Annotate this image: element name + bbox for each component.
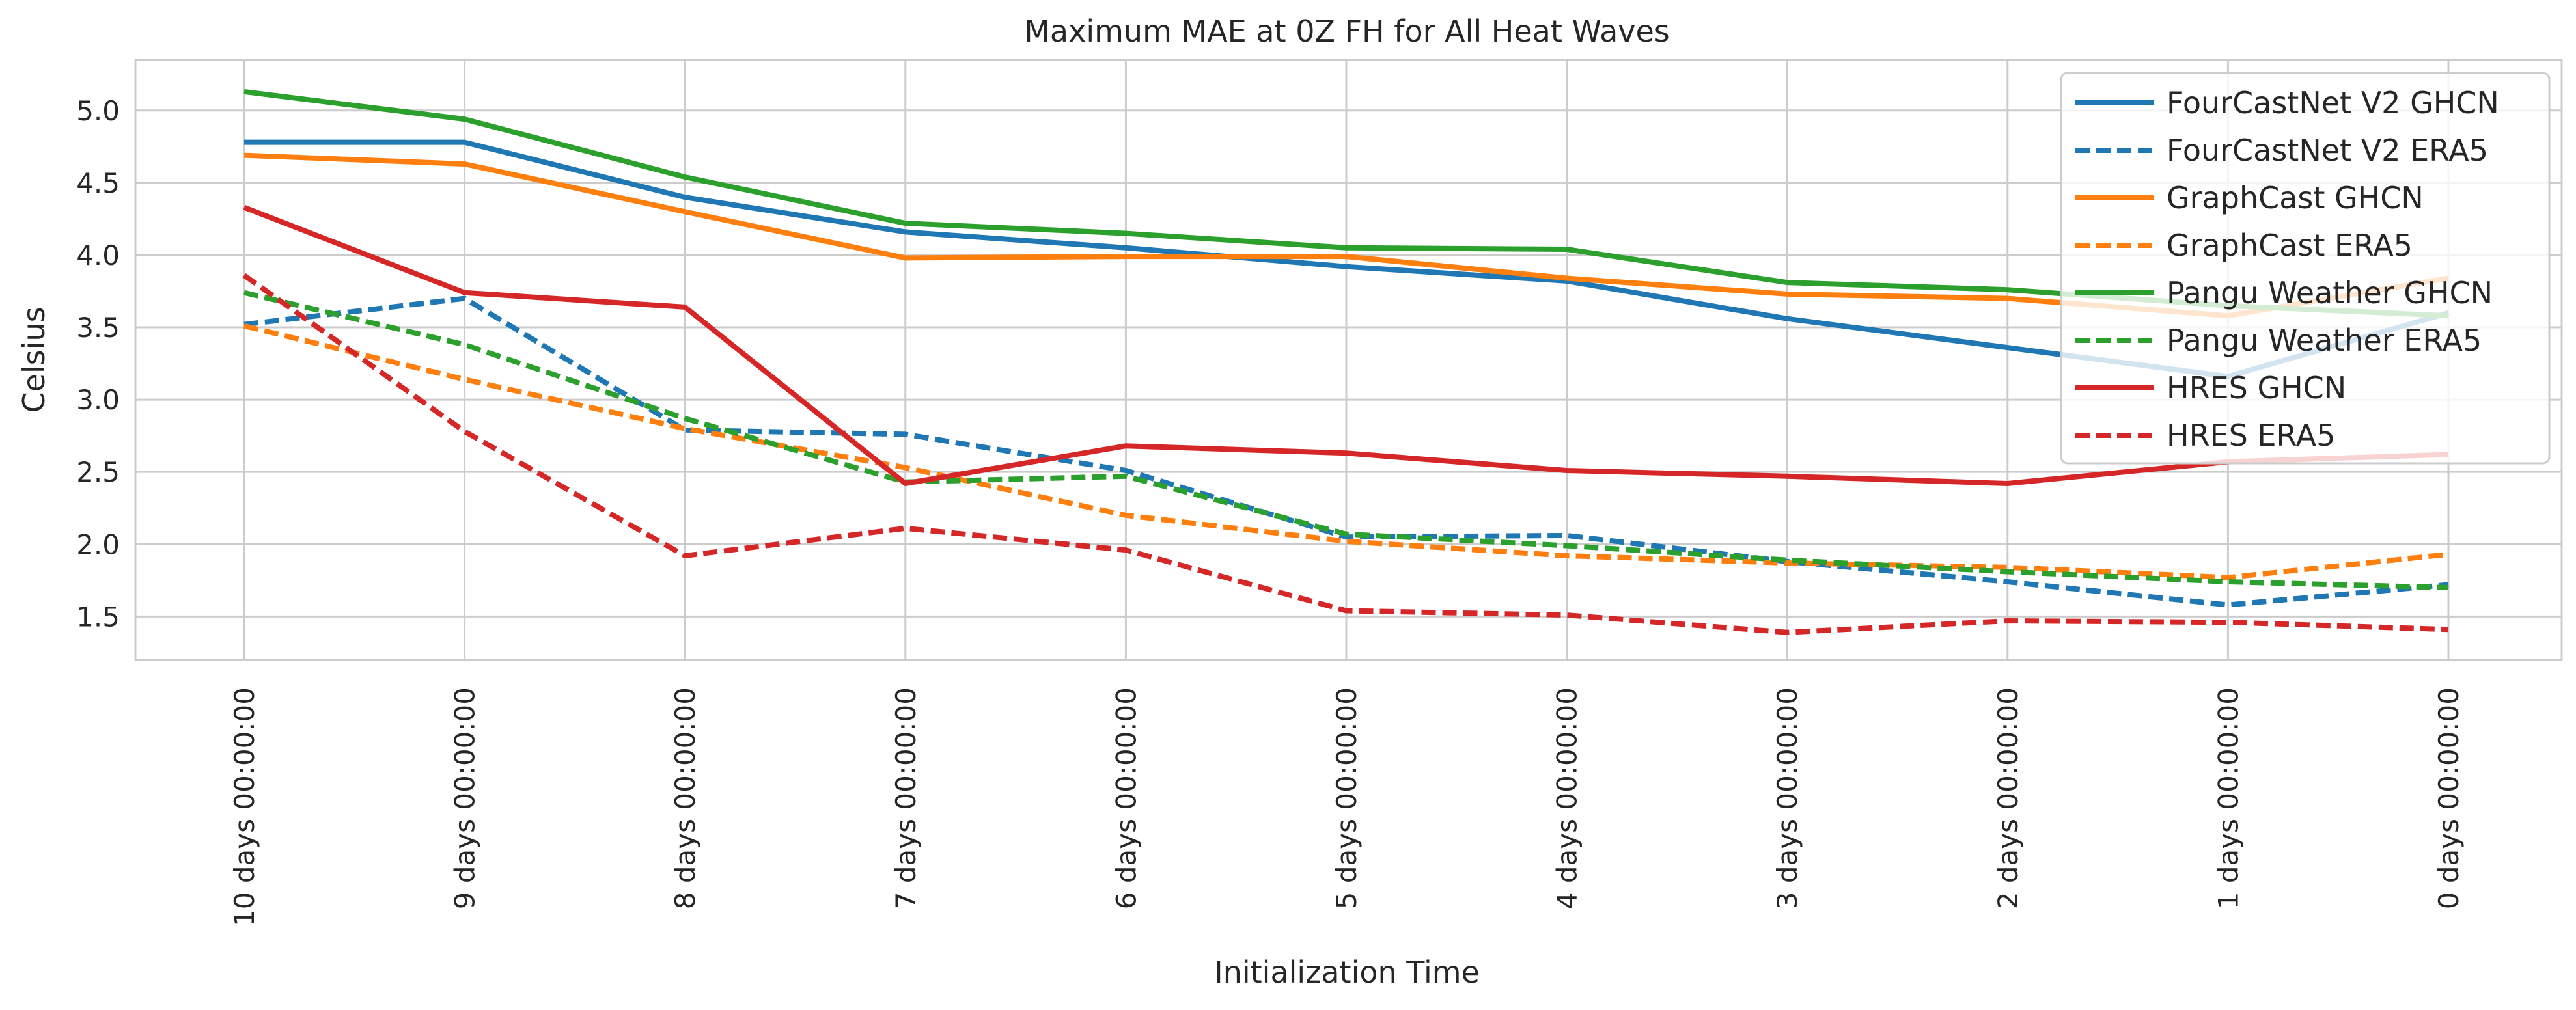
y-tick-label: 3.5 (76, 312, 120, 344)
x-tick-label: 6 days 00:00:00 (1110, 687, 1142, 909)
x-tick-label: 5 days 00:00:00 (1331, 687, 1363, 909)
series-line (242, 273, 2449, 635)
x-tick-labels: 10 days 00:00:00 9 days 00:00:00 8 days 00… (229, 687, 2465, 927)
legend: FourCastNet V2 GHCN FourCastNet V2 ERA5 Gr… (2060, 72, 2551, 465)
y-tick-label: 4.5 (76, 167, 120, 199)
x-tick-label: 1 days 00:00:00 (2212, 687, 2244, 909)
series-line (243, 204, 2449, 486)
chart-title: Maximum MAE at 0Z FH for All Heat Waves (1024, 14, 1670, 49)
y-tick-label: 5.0 (76, 95, 120, 127)
y-tick-label: 2.0 (76, 528, 120, 560)
legend-label: Pangu Weather ERA5 (2167, 323, 2482, 358)
legend-label: GraphCast ERA5 (2167, 228, 2413, 263)
x-tick-label: 8 days 00:00:00 (669, 687, 701, 909)
y-tick-label: 1.5 (76, 601, 120, 633)
legend-label: HRES GHCN (2167, 370, 2346, 405)
y-tick-label: 3.0 (76, 384, 120, 416)
x-tick-label: 4 days 00:00:00 (1551, 687, 1583, 909)
legend-label: GraphCast GHCN (2167, 180, 2424, 215)
legend-label: FourCastNet V2 ERA5 (2167, 133, 2488, 168)
series-line (243, 295, 2449, 608)
x-tick-label: 7 days 00:00:00 (890, 687, 922, 909)
x-tick-label: 0 days 00:00:00 (2433, 687, 2465, 909)
x-tick-label: 9 days 00:00:00 (449, 687, 481, 909)
x-axis-title: Initialization Time (1214, 955, 1480, 990)
legend-label: Pangu Weather GHCN (2167, 275, 2493, 310)
y-tick-label: 2.5 (76, 456, 120, 488)
plot-frame (134, 59, 2563, 661)
series-line (243, 290, 2449, 590)
x-tick-label: 10 days 00:00:00 (229, 687, 260, 927)
y-tick-label: 4.0 (76, 239, 120, 271)
series-line (243, 323, 2449, 580)
x-tick-label: 2 days 00:00:00 (1992, 687, 2024, 909)
legend-label: HRES ERA5 (2167, 418, 2335, 453)
y-axis-title: Celsius (16, 307, 51, 413)
legend-label: FourCastNet V2 GHCN (2167, 85, 2499, 120)
legend-box (2060, 72, 2551, 465)
y-tick-labels: 1.5 2.0 2.5 3.0 3.5 4.0 4.5 5.0 (76, 95, 120, 633)
x-tick-label: 3 days 00:00:00 (1771, 687, 1803, 909)
